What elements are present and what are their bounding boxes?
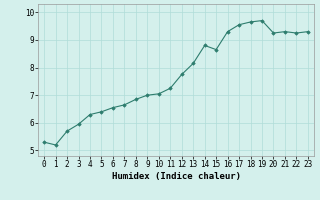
X-axis label: Humidex (Indice chaleur): Humidex (Indice chaleur): [111, 172, 241, 181]
